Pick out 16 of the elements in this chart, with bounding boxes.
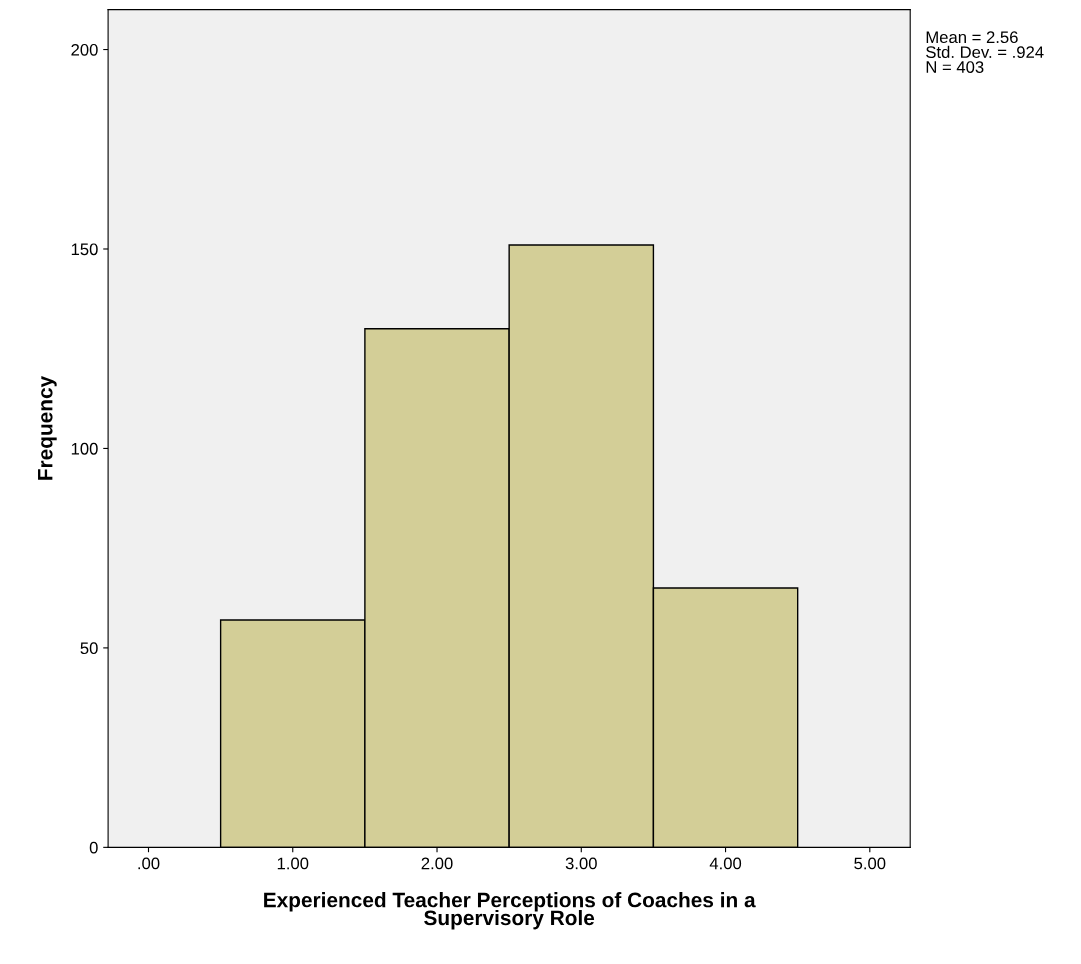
y-tick-label: 200	[71, 43, 98, 56]
x-tick-label: 1.00	[277, 857, 309, 870]
y-tick-label: 0	[89, 841, 98, 854]
y-tick-label: 50	[80, 642, 98, 655]
x-tick-label: 4.00	[709, 857, 742, 870]
text: Std. Dev. = .924	[926, 45, 1044, 59]
y-axis-title: Frequency	[38, 375, 57, 480]
x-tick-label: .00	[138, 857, 160, 870]
text: Mean = 2.56	[926, 31, 1018, 44]
x-tick-label: 3.00	[565, 857, 597, 870]
y-tick-label: 100	[71, 442, 98, 455]
x-tick-label: 5.00	[854, 857, 886, 870]
y-tick-label: 150	[71, 243, 98, 256]
text: N = 403	[926, 61, 984, 73]
x-axis-title: Experienced Teacher Perceptions of Coaches in a Supervisory Role	[264, 892, 756, 930]
x-tick-label: 2.00	[421, 857, 453, 870]
